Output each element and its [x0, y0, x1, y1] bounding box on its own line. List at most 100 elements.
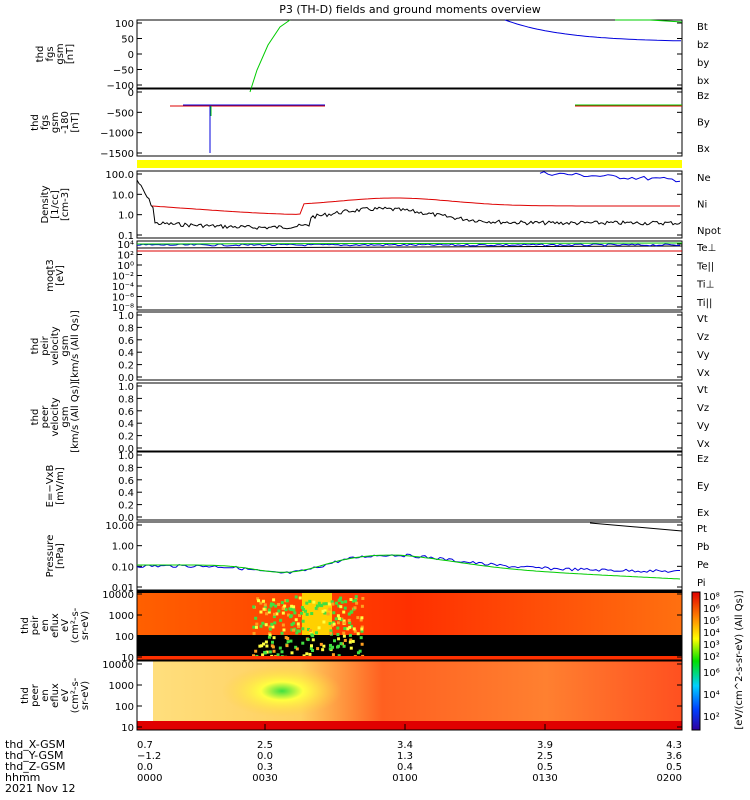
spectrogram-pixel [348, 633, 352, 637]
spectrogram-gap [137, 661, 153, 730]
panel: 10000 1000 100 10 thd peir en eflux eV (cm²-s-sr-… [20, 590, 683, 664]
spectrogram-pixel [300, 611, 304, 615]
spectrogram-pixel [297, 625, 301, 629]
y-axis-label: peir [40, 335, 51, 355]
legend-entry: Vx [697, 439, 710, 450]
spectrogram-pixel [258, 644, 262, 648]
spectrogram-pixel [263, 603, 267, 607]
spectrogram-pixel [332, 622, 336, 626]
legend-entry: Ni [697, 200, 707, 211]
series-line-te-par [136, 245, 683, 249]
spectrogram-pixel [328, 643, 332, 647]
spectrogram-pixel [301, 619, 305, 623]
y-tick-label: 10.00 [105, 521, 134, 532]
spectrogram-pixel [264, 640, 268, 644]
spectrogram-pixel [328, 622, 332, 626]
spectrogram-pixel [314, 631, 318, 635]
spectrogram-pixel [308, 629, 312, 633]
legend-entry: Vt [697, 314, 708, 325]
colorbar-tick-label: 10⁵ [703, 616, 720, 627]
y-tick-label: 100 [115, 632, 134, 643]
spectrogram-pixel [263, 651, 267, 655]
series-line-ti-perp [136, 243, 681, 247]
legend-entry: By [697, 118, 710, 129]
spectrogram-pixel [317, 626, 321, 630]
spectrogram-pixel [316, 647, 320, 651]
spectrogram-pixel [344, 600, 348, 604]
spectrogram-pixel [308, 652, 312, 656]
spectrogram-pixel [337, 604, 341, 608]
spectrogram-pixel [321, 648, 325, 652]
spectrogram-pixel [321, 609, 325, 613]
x-tick-value: 0.5 [537, 762, 553, 773]
colorbar-tick-label: 10² [703, 652, 720, 663]
spectrogram-pixel [294, 618, 298, 622]
x-tick-value: 0.7 [137, 740, 153, 751]
y-tick-label: 50 [121, 35, 134, 46]
spectrogram-pixel [336, 614, 340, 618]
spectrogram-pixel [296, 629, 300, 633]
spectrogram-pixel [280, 650, 284, 654]
panel: 1.00.8 0.60.4 0.20.0 E=−VxB [mV/m] Ez Ey Ex [45, 451, 709, 524]
spectrogram-pixel [356, 632, 360, 636]
spectrogram-pixel [328, 647, 332, 651]
legend-entry: Pt [697, 524, 707, 535]
spectrogram-pixel [271, 625, 275, 629]
y-tick-label: 10⁴ [117, 240, 134, 251]
y-tick-label: 10.0 [112, 190, 134, 201]
spectrogram-pixel [284, 636, 288, 640]
panel: 10.00 1.00 0.10 0.01 Pressure [nPa] Pt Pb Pe Pi [45, 521, 709, 594]
spectrogram-pixel [294, 645, 298, 649]
spectrogram-pixel [281, 611, 285, 615]
spectrogram-pixel [343, 621, 347, 625]
y-axis-label: [1/cc] [50, 190, 61, 219]
y-tick-label: 1.0 [118, 311, 134, 322]
spectrogram-pixel [360, 629, 364, 633]
y-tick-label: 0.4 [118, 419, 134, 430]
panel-frame [136, 88, 683, 157]
spectrogram-pixel [267, 635, 271, 639]
spectrogram-pixel [290, 651, 294, 655]
spectrogram-pixel [298, 596, 302, 600]
panel-frame [136, 311, 683, 381]
spectrogram-pixel [342, 644, 346, 648]
spectrogram-pixel [261, 653, 265, 657]
y-tick-label: 1000 [109, 611, 134, 622]
spectrogram-pixel [360, 642, 364, 646]
legend-entry: Npot [697, 226, 721, 237]
y-axis-label: thd [20, 687, 31, 704]
yellow-indicator-bar [137, 160, 682, 168]
spectrogram-pixel [294, 595, 298, 599]
y-axis-label: sr-eV) [80, 611, 91, 640]
y-axis-label: (cm²-s- [70, 607, 81, 643]
spectrogram-pixel [254, 625, 258, 629]
spectrogram-pixel [255, 622, 259, 626]
spectrogram-pixel [328, 631, 332, 635]
spectrogram-pixel [265, 612, 269, 616]
spectrogram-pixel [331, 645, 335, 649]
spectrogram-pixel [295, 647, 299, 651]
y-tick-label: 10000 [102, 590, 134, 601]
y-tick-label: 0.0 [118, 444, 134, 455]
x-gsm-label: thd_X-GSM [5, 738, 66, 751]
spectrogram-pixel [277, 609, 281, 613]
spectrogram-pixel [337, 637, 341, 641]
legend-entry: Vx [697, 368, 710, 379]
legend-entry: Vy [697, 421, 710, 432]
spectrogram-pixel [292, 608, 296, 612]
spectrogram-pixel [252, 631, 256, 635]
spectrogram-pixel [331, 602, 335, 606]
spectrogram-pixel [348, 640, 352, 644]
spectrogram-pixel [272, 598, 276, 602]
spectrogram-pixel [305, 652, 309, 656]
spectrogram-pixel [360, 604, 364, 608]
spectrogram-pixel [360, 616, 364, 620]
colorbar-label: [eV/(cm^2-s-sr-eV) (All Qs)] [734, 590, 745, 729]
spectrogram-pixel [334, 601, 338, 605]
spectrogram-pixel [333, 639, 337, 643]
series-line-ne [151, 197, 680, 215]
y-axis-label: -180 [60, 111, 71, 134]
series-line-ni [136, 179, 682, 230]
spectrogram-pixel [262, 607, 266, 611]
spectrogram-pixel [323, 611, 327, 615]
